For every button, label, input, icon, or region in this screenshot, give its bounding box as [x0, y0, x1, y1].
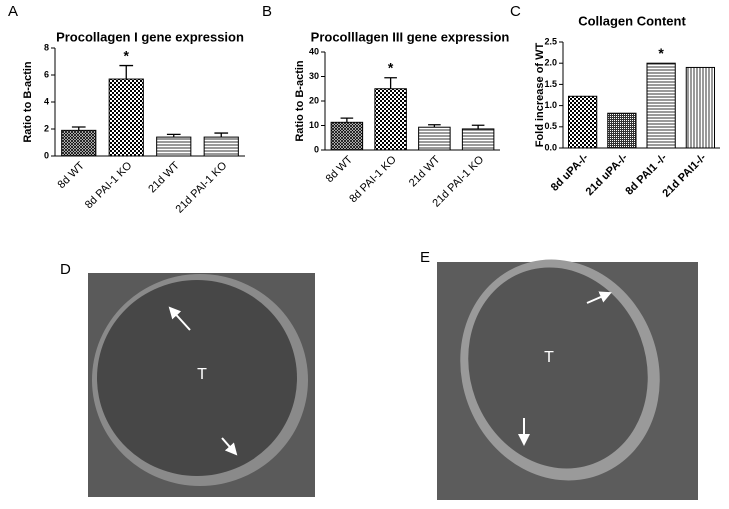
- y-tick-label: 1.0: [544, 100, 557, 110]
- y-axis-label: Ratio to B-actin: [294, 60, 306, 142]
- bar: [203, 136, 239, 157]
- x-tick-label: 8d PAI-1 KO: [83, 159, 135, 211]
- bar: [156, 136, 192, 157]
- bar: [646, 62, 676, 149]
- panel-label: D: [60, 261, 71, 278]
- panel-label: A: [8, 3, 18, 20]
- y-tick-label: 2: [44, 123, 49, 133]
- error-bar: [384, 77, 397, 89]
- annotation: *: [124, 47, 130, 63]
- x-tick-label: 8d WT: [324, 154, 356, 186]
- y-tick-label: 4: [44, 96, 49, 106]
- bar: [108, 78, 144, 157]
- y-tick-label: 30: [309, 71, 319, 81]
- bar: [567, 95, 598, 149]
- error-bar: [428, 124, 441, 128]
- y-tick-label: 1.5: [544, 79, 557, 89]
- error-bar: [166, 133, 181, 138]
- y-tick-label: 2.5: [544, 36, 557, 46]
- bar: [374, 88, 407, 151]
- x-tick-label: 8d WT: [56, 160, 88, 192]
- y-tick-label: 6: [44, 69, 49, 79]
- arrow: [221, 437, 238, 456]
- tissue: [468, 267, 648, 469]
- x-tick-label: 21d uPA-/-: [584, 151, 631, 198]
- chart-title: Collagen Content: [578, 13, 686, 28]
- arrow: [168, 306, 191, 331]
- y-tick-label: 40: [309, 46, 319, 56]
- chart-title: Procollagen I gene expression: [56, 29, 244, 44]
- error-bar: [471, 124, 485, 129]
- error-bar: [340, 117, 354, 123]
- bar: [61, 129, 97, 157]
- panel-label: B: [262, 3, 272, 20]
- y-tick-label: 0.0: [544, 142, 557, 152]
- micrograph-d: D T: [60, 261, 315, 497]
- error-bar: [214, 132, 229, 138]
- y-tick-label: 2.0: [544, 58, 557, 68]
- y-tick-label: 0: [44, 150, 49, 160]
- panel-label: C: [510, 3, 521, 20]
- y-axis-label: Fold increase of WT: [534, 42, 546, 147]
- y-tick-label: 10: [309, 120, 319, 130]
- y-tick-label: 0: [314, 144, 319, 154]
- error-bar: [119, 64, 134, 80]
- tissue-label: T: [544, 349, 554, 366]
- y-tick-label: 0.5: [544, 121, 557, 131]
- micrograph-e: E T: [420, 249, 698, 500]
- x-tick-label: 8d PAI-1 KO: [347, 153, 399, 205]
- bar: [607, 112, 637, 149]
- bar: [418, 126, 451, 151]
- bar: [461, 128, 495, 151]
- panel-label: E: [420, 249, 430, 266]
- annotation: *: [658, 45, 664, 61]
- x-tick-label: 21d PAI-1 KO: [174, 159, 230, 215]
- chart-title: Procolllagen III gene expression: [311, 29, 510, 44]
- bar: [685, 66, 716, 149]
- x-tick-label: 21d WT: [146, 159, 182, 195]
- bar: [330, 121, 364, 151]
- tissue: [97, 280, 297, 476]
- annotation: *: [388, 59, 394, 75]
- arrow: [586, 291, 612, 304]
- error-bar: [71, 126, 86, 131]
- y-tick-label: 8: [44, 42, 49, 52]
- tissue-label: T: [197, 366, 207, 383]
- y-tick-label: 20: [309, 95, 319, 105]
- y-axis-label: Ratio to B-actin: [22, 61, 34, 143]
- x-tick-label: 21d WT: [407, 153, 443, 189]
